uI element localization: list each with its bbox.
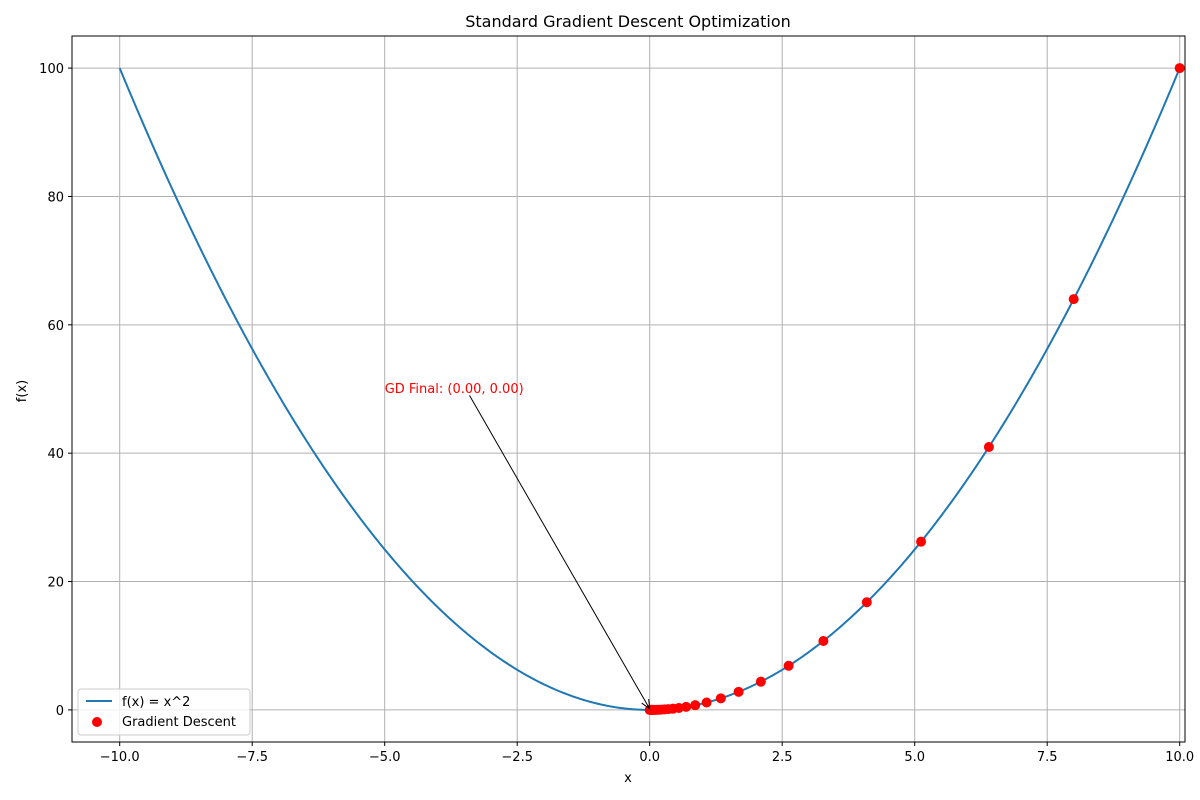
x-tick-label: −10.0 xyxy=(100,750,140,765)
legend-label-scatter: Gradient Descent xyxy=(122,715,236,730)
y-tick-label: 100 xyxy=(39,62,64,77)
x-tick-label: 2.5 xyxy=(772,750,793,765)
gd-point xyxy=(733,686,744,697)
annotation-arrow-shaft xyxy=(469,395,651,710)
gd-point xyxy=(783,660,794,671)
x-tick-label: 0.0 xyxy=(639,750,660,765)
gd-point xyxy=(701,697,712,708)
y-tick-label: 20 xyxy=(47,576,64,591)
y-tick-label: 60 xyxy=(47,319,64,334)
x-tick-label: −7.5 xyxy=(236,750,268,765)
gd-point xyxy=(861,597,872,608)
gd-point xyxy=(1068,294,1079,305)
x-tick-label: 7.5 xyxy=(1037,750,1058,765)
y-tick-label: 80 xyxy=(47,190,64,205)
gd-point xyxy=(818,635,829,646)
legend-label-line: f(x) = x^2 xyxy=(122,695,190,710)
y-tick-label: 40 xyxy=(47,447,64,462)
gd-point xyxy=(690,700,701,711)
gd-point xyxy=(916,536,927,547)
x-axis-label: x xyxy=(624,771,632,786)
gd-point xyxy=(755,676,766,687)
legend: f(x) = x^2 Gradient Descent xyxy=(77,688,251,736)
x-tick-label: −5.0 xyxy=(369,750,401,765)
legend-scatter-swatch xyxy=(92,717,102,727)
y-tick-label: 0 xyxy=(56,704,64,719)
x-tick-label: −2.5 xyxy=(501,750,533,765)
legend-box xyxy=(77,688,251,736)
annotation-layer: GD Final: (0.00, 0.00) xyxy=(385,382,651,710)
annotation-arrowhead xyxy=(641,699,651,710)
chart-title: Standard Gradient Descent Optimization xyxy=(465,12,791,31)
grid-layer xyxy=(72,36,1185,742)
annotation-label: GD Final: (0.00, 0.00) xyxy=(385,382,524,397)
plot-frame xyxy=(71,35,1186,743)
x-tick-label: 5.0 xyxy=(904,750,925,765)
gd-point xyxy=(715,693,726,704)
x-tick-label: 10.0 xyxy=(1165,750,1194,765)
scatter-layer xyxy=(644,63,1185,715)
gd-point xyxy=(1174,63,1185,74)
gd-point xyxy=(983,442,994,453)
axes-layer: −10.0 −7.5 −5.0 −2.5 0.0 2.5 5.0 7.5 10.0 0 20 40 60… xyxy=(39,35,1194,765)
y-axis-label: f(x) xyxy=(15,380,30,402)
